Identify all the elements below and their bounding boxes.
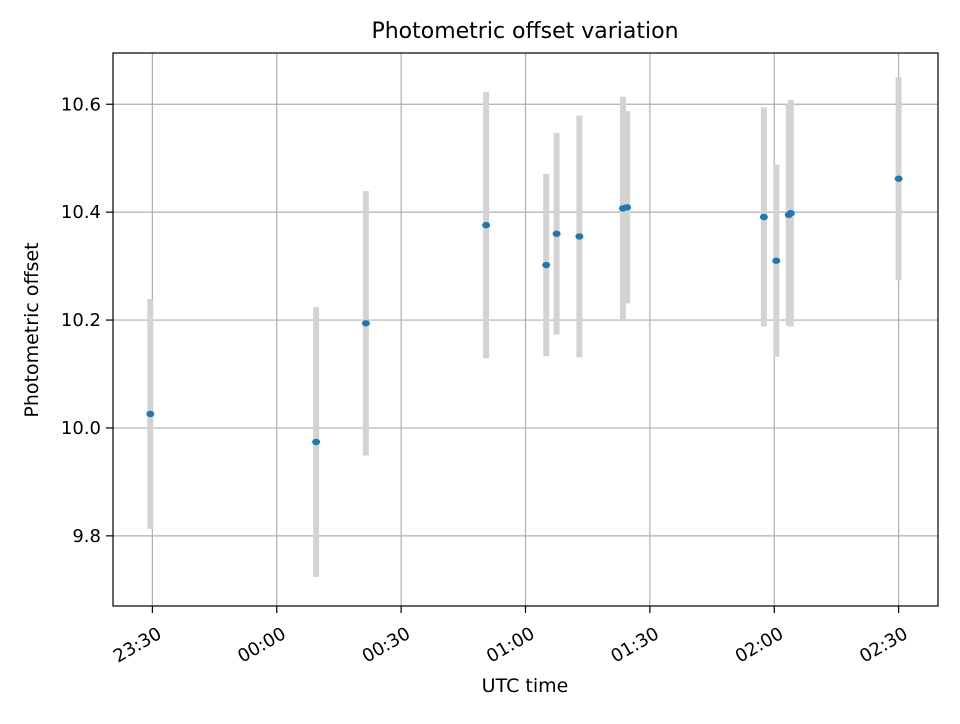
data-point (542, 261, 551, 269)
y-tick-label: 10.0 (61, 418, 101, 439)
data-point (312, 438, 321, 446)
data-point (772, 257, 781, 264)
y-tick-label: 9.8 (72, 526, 101, 547)
y-axis-label: Photometric offset (21, 242, 43, 417)
data-point (575, 233, 584, 240)
data-point (759, 213, 768, 221)
point-layer (146, 175, 903, 446)
x-axis-label: UTC time (482, 675, 569, 697)
y-tick-label: 10.2 (61, 310, 101, 331)
data-point (552, 230, 561, 237)
y-tick-label: 10.4 (61, 202, 101, 223)
data-point (361, 320, 370, 327)
data-point (482, 221, 491, 229)
data-point (786, 210, 795, 217)
data-point (146, 410, 155, 418)
data-point (894, 175, 903, 182)
chart-title: Photometric offset variation (371, 19, 678, 44)
data-point (623, 204, 632, 211)
y-tick-label: 10.6 (61, 94, 101, 115)
